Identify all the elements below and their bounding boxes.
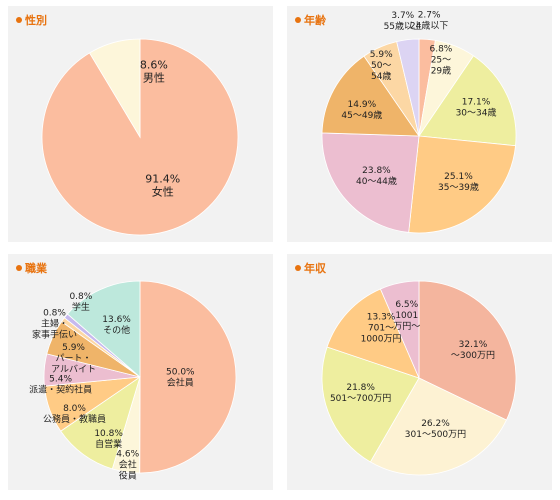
pie-slice bbox=[89, 38, 141, 139]
pie-chart-income: 32.1%～300万円 26.2% 301～500万円 21.8% 501～700万円 1… bbox=[321, 280, 517, 476]
bullet-icon bbox=[295, 17, 301, 23]
slice-data-label: 2.7% 24歳以下 bbox=[410, 11, 448, 32]
slice-data-label: 25.1% 35～39歳 bbox=[438, 172, 479, 193]
pie-chart-gender: 91.4%女性 8.6%男性 bbox=[41, 38, 239, 236]
pie-slice bbox=[379, 280, 420, 379]
pie-slice bbox=[396, 38, 420, 137]
bullet-icon bbox=[16, 265, 22, 271]
slice-data-label: 8.0%公務員・教職員 bbox=[43, 404, 106, 425]
slice-data-label: 0.8%学生 bbox=[69, 292, 92, 313]
slice-data-label: 0.8%主婦・家事手伝い bbox=[32, 309, 77, 341]
pie-slice bbox=[66, 280, 141, 378]
slice-data-label: 10.8%自営業 bbox=[94, 429, 123, 450]
chart-panel-age: 年齢 2.7% 24歳以下 6.8% 25～ 29歳 17.1% 30～34歳 25.1% 35… bbox=[287, 6, 552, 242]
chart-panel-income: 年収 32.1%～300万円 26.2% 301～500万円 21.8% 501～700… bbox=[287, 254, 552, 490]
chart-title: 職業 bbox=[16, 260, 47, 276]
chart-title-text: 性別 bbox=[25, 14, 47, 27]
slice-data-label: 8.6%男性 bbox=[140, 58, 168, 84]
bullet-icon bbox=[295, 265, 301, 271]
pie-slice bbox=[326, 288, 420, 379]
slice-data-label: 6.8% 25～ 29歳 bbox=[429, 45, 452, 77]
slice-data-label: 23.8% 40～44歳 bbox=[356, 166, 397, 187]
slice-data-label: 6.5% 1001 万円～ bbox=[393, 300, 420, 332]
slice-data-label: 5.9%パート・アルバイト bbox=[51, 343, 96, 375]
chart-panel-gender: 性別 91.4%女性 8.6%男性 bbox=[8, 6, 273, 242]
chart-title-text: 職業 bbox=[25, 262, 47, 275]
chart-title: 性別 bbox=[16, 12, 47, 28]
slice-data-label: 13.6%その他 bbox=[102, 315, 131, 336]
chart-panel-occupation: 職業 50.0%会社員 4.6%会社役員 10.8%自営業 8.0%公務員・教職員 5.… bbox=[8, 254, 273, 490]
slice-data-label: 5.4%派遣・契約社員 bbox=[29, 374, 92, 395]
slice-data-label: 21.8% 501～700万円 bbox=[330, 383, 391, 404]
slice-data-label: 5.9% 50～ 54歳 bbox=[370, 50, 393, 82]
slice-data-label: 17.1% 30～34歳 bbox=[456, 97, 497, 118]
pie-slice bbox=[408, 135, 516, 234]
slice-data-label: 13.3% 701～ 1000万円 bbox=[361, 313, 402, 345]
pie-slice bbox=[321, 55, 420, 137]
pie-slice bbox=[369, 377, 507, 476]
slice-data-label: 26.2% 301～500万円 bbox=[405, 419, 466, 440]
chart-title: 年齢 bbox=[295, 12, 326, 28]
slice-data-label: 32.1%～300万円 bbox=[451, 340, 495, 361]
slice-data-label: 4.6%会社役員 bbox=[116, 449, 139, 481]
slice-data-label: 3.7% 55歳以上 bbox=[384, 11, 422, 32]
slice-data-label: 91.4%女性 bbox=[145, 172, 180, 198]
bullet-icon bbox=[16, 17, 22, 23]
chart-title-text: 年齢 bbox=[304, 14, 326, 27]
pie-slice bbox=[139, 280, 237, 474]
pie-slice bbox=[321, 346, 420, 463]
chart-title-text: 年収 bbox=[304, 262, 326, 275]
pie-slice bbox=[321, 132, 420, 233]
slice-data-label: 50.0%会社員 bbox=[166, 368, 195, 389]
pie-slice bbox=[418, 280, 517, 421]
slice-data-label: 14.9% 45～49歳 bbox=[341, 100, 382, 121]
chart-title: 年収 bbox=[295, 260, 326, 276]
pie-slice bbox=[418, 55, 517, 147]
